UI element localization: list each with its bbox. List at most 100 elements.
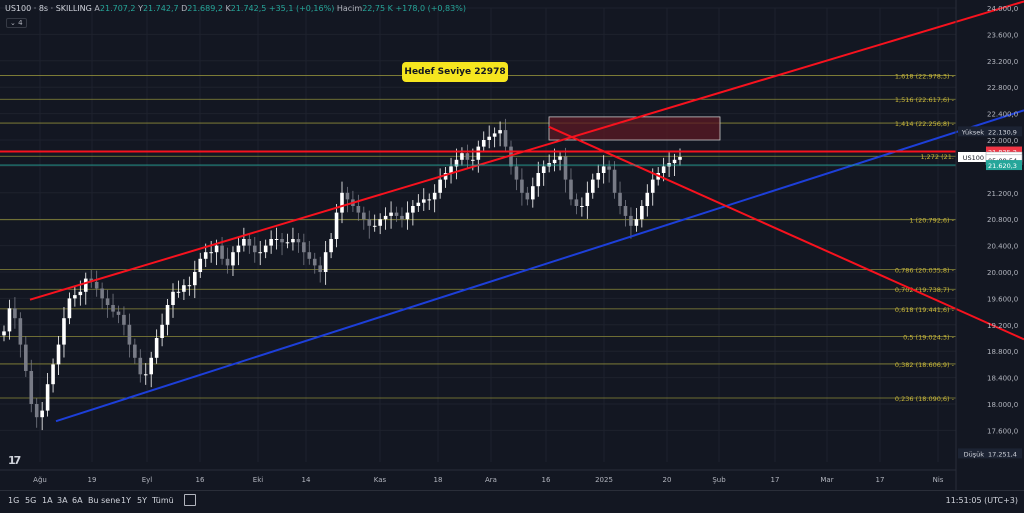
candle-body <box>541 166 546 173</box>
price-tick-label: 18.800,0 <box>987 348 1018 356</box>
target-level-callout[interactable]: Hedef Seviye 22978 <box>402 62 508 82</box>
candle-body <box>618 192 622 206</box>
price-tick-label: 24.000,0 <box>987 5 1018 13</box>
grid-layer <box>0 7 956 462</box>
price-tag-caption-bg <box>958 151 986 162</box>
volume-change-value: +178,0 (+0,83%) <box>395 4 466 13</box>
range-button[interactable]: 6A <box>72 496 83 505</box>
candle-body <box>83 278 88 292</box>
resistance-zone-layer <box>548 116 721 141</box>
candle-body <box>29 371 34 404</box>
candle-body <box>2 331 6 336</box>
price-tag-caption: US100 <box>963 154 984 162</box>
candle-body <box>67 298 72 319</box>
time-tick-label: 18 <box>434 476 443 484</box>
candle-body <box>165 305 170 325</box>
fib-level-label: 0,618 (19.441,6) - <box>895 306 955 314</box>
candle-body <box>133 344 137 358</box>
candle-body <box>623 206 628 216</box>
price-tag-caption-bg <box>958 448 986 459</box>
price-axis: 24.000,0 23.600,0 23.200,0 22.800,0 22.400,0… <box>955 0 1023 490</box>
range-button[interactable]: 5Y <box>137 496 147 505</box>
range-button[interactable]: 1Y <box>121 496 131 505</box>
time-tick-label: Eyl <box>142 476 153 484</box>
candle-body <box>400 215 404 220</box>
volume-value: 22,75 K <box>362 4 393 13</box>
candle-body <box>274 239 279 240</box>
candle-body <box>498 130 502 134</box>
candle-body <box>580 206 584 207</box>
price-tag-bg <box>986 448 1022 459</box>
candle-body <box>558 156 562 160</box>
range-button[interactable]: 1A <box>42 496 53 505</box>
range-button[interactable]: Bu sene <box>88 496 121 505</box>
candle-body <box>269 239 273 246</box>
fib-level-label: 0,382 (18.606,9) - <box>895 361 955 369</box>
price-tick-label: 21.200,0 <box>987 190 1018 198</box>
candle-body <box>520 179 524 193</box>
candle-body <box>209 252 213 254</box>
candle-body <box>340 192 344 213</box>
candle-body <box>62 318 66 345</box>
candle-body <box>650 179 655 193</box>
clock-display[interactable]: 11:51:05 (UTC+3) <box>945 496 1018 505</box>
time-tick-label: 17 <box>771 476 780 484</box>
candle-body <box>78 291 83 296</box>
open-value: 21.707,2 <box>99 4 136 13</box>
candle-body <box>51 364 55 385</box>
candle-body <box>432 192 437 200</box>
candle-body <box>678 157 682 160</box>
indicator-collapse-button[interactable]: ⌄ 4 <box>6 18 27 28</box>
candle-body <box>318 265 322 272</box>
price-tag-value: 17.251,4 <box>988 450 1017 458</box>
candle-body <box>127 324 132 345</box>
candle-body <box>329 239 333 253</box>
candle-body <box>465 153 470 160</box>
candle-body <box>160 324 164 338</box>
time-tick-label: Ağu <box>33 476 47 484</box>
candle-body <box>94 281 99 289</box>
channel-bottom-line <box>55 109 1024 423</box>
candle-body <box>193 272 197 286</box>
low-value: 21.689,2 <box>187 4 223 13</box>
price-tick-label: 17.600,0 <box>987 427 1018 435</box>
fib-level-label: 1,272 (21. <box>920 153 954 161</box>
candle-body <box>18 318 23 345</box>
range-button[interactable]: 5G <box>25 496 37 505</box>
calendar-icon[interactable] <box>184 494 196 506</box>
candle-body <box>220 245 224 259</box>
candle-body <box>24 344 28 371</box>
candle-body <box>280 239 284 243</box>
time-tick-label: 19 <box>88 476 97 484</box>
range-button[interactable]: 3A <box>57 496 68 505</box>
time-tick-label: Kas <box>374 476 387 484</box>
candle-body <box>182 285 186 292</box>
time-tick-label: Eki <box>253 476 263 484</box>
price-tick-label: 20.800,0 <box>987 216 1018 224</box>
candle-body <box>378 219 382 226</box>
trendlines-layer <box>0 0 1024 423</box>
candles-layer <box>2 118 682 431</box>
time-tick-label: 20 <box>663 476 672 484</box>
candle-body <box>100 288 104 299</box>
fib-level-label: 0,5 (19.024,3) - <box>903 333 954 341</box>
candle-body <box>263 245 268 253</box>
candle-body <box>536 173 541 187</box>
bottom-toolbar <box>0 490 1024 513</box>
candle-body <box>443 173 448 180</box>
range-button[interactable]: Tümü <box>152 496 174 505</box>
range-button[interactable]: 1G <box>8 496 20 505</box>
fibonacci-levels: 1,618 (22.978,3) - 1,516 (22.617,6) - 1,41… <box>0 72 956 403</box>
candle-body <box>531 186 535 200</box>
price-tag-caption-bg <box>958 126 986 137</box>
change-value: +35,1 (+0,16%) <box>268 4 335 13</box>
candle-body <box>476 146 481 160</box>
symbol-label[interactable]: US100 · 8s · SKILLING <box>5 4 92 13</box>
candle-body <box>421 199 426 203</box>
candle-body <box>214 245 219 253</box>
candle-body <box>89 278 94 282</box>
candle-body <box>122 314 126 325</box>
candle-body <box>247 239 252 246</box>
candle-body <box>225 258 230 266</box>
